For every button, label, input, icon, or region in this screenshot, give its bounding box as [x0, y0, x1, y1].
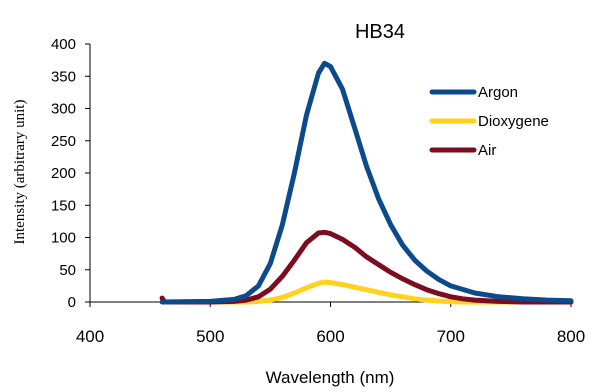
x-tick-label: 700 — [437, 327, 465, 346]
x-tick-label: 500 — [196, 327, 224, 346]
y-tick-label: 50 — [59, 262, 76, 279]
legend-label-dioxygene: Dioxygene — [478, 113, 549, 130]
y-axis-ticks: 0 50 100 150 200 250 300 350 400 — [51, 36, 90, 311]
y-tick-label: 200 — [51, 165, 76, 182]
legend-label-air: Air — [478, 142, 496, 159]
y-tick-label: 150 — [51, 197, 76, 214]
y-tick-label: 350 — [51, 68, 76, 85]
x-axis-ticks: 400 500 600 700 800 — [76, 302, 585, 346]
x-axis-label: Wavelength (nm) — [266, 368, 395, 387]
y-axis-label: Intensity (arbitrary unit) — [12, 100, 28, 245]
y-tick-label: 0 — [68, 294, 76, 311]
y-tick-label: 250 — [51, 133, 76, 150]
chart-title: HB34 — [355, 21, 405, 43]
series-line-argon — [159, 60, 574, 305]
y-tick-label: 300 — [51, 101, 76, 118]
x-tick-label: 400 — [76, 327, 104, 346]
legend-label-argon: Argon — [478, 84, 518, 101]
series-layer — [159, 60, 574, 305]
x-tick-label: 800 — [557, 327, 585, 346]
x-tick-label: 600 — [316, 327, 344, 346]
series-line-air — [159, 229, 574, 305]
y-tick-label: 100 — [51, 230, 76, 247]
y-tick-label: 400 — [51, 36, 76, 53]
legend: Argon Dioxygene Air — [429, 84, 549, 159]
